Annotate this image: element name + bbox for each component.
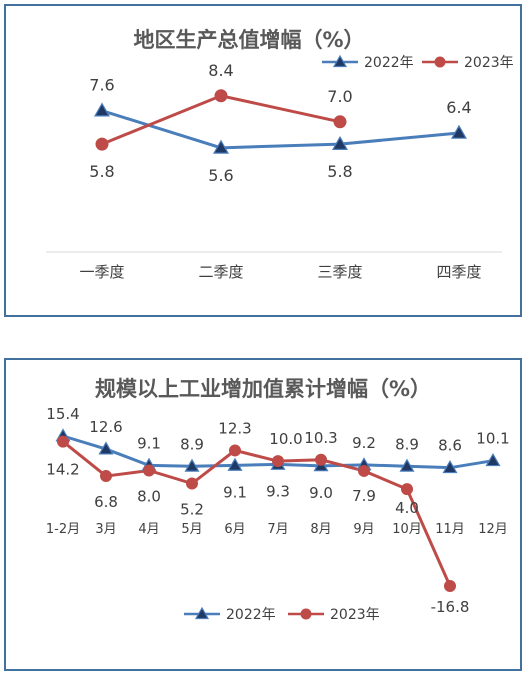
data-point: [333, 115, 347, 129]
data-label: 14.2: [46, 461, 79, 479]
plot-area: 一季度 二季度 三季度 四季度 7.6 5.6 5.8 6.4 5.8 8.4 7.0: [79, 61, 481, 281]
data-point: [272, 455, 284, 468]
chart-legend: 2022年 2023年: [184, 606, 380, 623]
data-label: 7.0: [327, 87, 352, 106]
x-tick-label: 4月: [138, 522, 159, 537]
data-point: [143, 464, 155, 477]
chart-title: 地区生产总值增幅（%）: [133, 28, 364, 52]
data-point: [186, 477, 198, 490]
data-point: [227, 457, 243, 471]
data-point: [93, 102, 111, 117]
data-label: 5.8: [89, 162, 114, 181]
data-label: -16.8: [431, 598, 470, 616]
x-tick-label: 5月: [181, 522, 202, 537]
data-point: [485, 452, 501, 467]
data-label: 9.3: [266, 482, 290, 500]
x-tick-label: 12月: [478, 522, 508, 537]
x-tick-label: 1-2月: [46, 522, 80, 537]
data-label: 9.0: [309, 484, 333, 502]
data-point: [315, 453, 327, 466]
data-label: 12.3: [218, 419, 251, 437]
data-label: 10.3: [304, 429, 337, 447]
legend-marker-0: [332, 54, 348, 68]
x-tick-label: 3月: [95, 522, 116, 537]
industry-growth-chart: 规模以上工业增加值累计增幅（%） 1-2月 3月 4月 5月 6月 7月 8月 9月 10月 11…: [46, 377, 510, 623]
data-label: 7.6: [89, 76, 114, 95]
series-line-1: [62, 440, 452, 587]
data-label: 5.8: [327, 162, 352, 181]
x-tick-label: 二季度: [198, 263, 243, 281]
data-label: 6.4: [446, 98, 471, 117]
data-label: 15.4: [46, 405, 79, 423]
chart-legend: 2022年 2023年: [322, 54, 514, 71]
legend-label-0: 2022年: [364, 55, 414, 71]
data-point: [214, 89, 228, 103]
data-label: 9.1: [137, 434, 161, 452]
x-tick-label: 8月: [310, 522, 331, 537]
data-label: 10.1: [476, 430, 509, 448]
x-tick-label: 7月: [267, 522, 288, 537]
x-tick-label: 一季度: [79, 263, 124, 281]
data-label: 9.1: [223, 483, 247, 501]
legend-label-1: 2023年: [330, 607, 380, 623]
legend-marker-1: [300, 608, 312, 620]
data-point: [331, 135, 349, 150]
chart-panel-gdp: 地区生产总值增幅（%） 2022年 2023年 一季度 二季度 三季度 四季度 7.6 5.…: [4, 4, 522, 317]
data-label: 12.6: [89, 418, 122, 436]
legend-marker-1: [434, 56, 446, 68]
data-label: 8.4: [208, 61, 233, 80]
legend-marker-0: [194, 606, 210, 620]
data-point: [358, 464, 370, 477]
data-point: [401, 483, 413, 496]
data-label: 5.6: [208, 166, 233, 185]
data-point: [95, 137, 109, 151]
data-label: 8.6: [438, 437, 462, 455]
data-point: [229, 444, 241, 457]
data-label: 8.0: [137, 487, 161, 505]
data-point: [450, 124, 468, 139]
data-point: [444, 580, 456, 592]
chart-panel-industry: 规模以上工业增加值累计增幅（%） 1-2月 3月 4月 5月 6月 7月 8月 9月 10月 11…: [4, 358, 522, 671]
x-tick-label: 四季度: [436, 263, 481, 281]
data-point: [57, 435, 69, 448]
plot-area: 1-2月 3月 4月 5月 6月 7月 8月 9月 10月 11月 12月 15.4 12.6 9.1 8.…: [46, 405, 510, 616]
data-label: 9.2: [352, 434, 376, 452]
data-point: [442, 459, 458, 474]
x-tick-label: 11月: [435, 522, 465, 537]
x-tick-label: 三季度: [317, 263, 362, 281]
series-line-1: [101, 94, 341, 146]
legend-label-0: 2022年: [226, 607, 276, 623]
chart-title: 规模以上工业增加值累计增幅（%）: [95, 377, 431, 401]
data-point: [212, 139, 230, 154]
data-label: 5.2: [180, 501, 204, 519]
data-label: 10.0: [269, 430, 302, 448]
series-line-0: [101, 109, 460, 150]
x-tick-label: 6月: [224, 522, 245, 537]
data-label: 8.9: [180, 435, 204, 453]
data-point: [100, 470, 112, 483]
x-tick-label: 10月: [392, 522, 422, 537]
x-tick-label: 9月: [353, 522, 374, 537]
gdp-growth-chart: 地区生产总值增幅（%） 2022年 2023年 一季度 二季度 三季度 四季度 7.6 5.…: [46, 28, 514, 281]
data-label: 7.9: [352, 487, 376, 505]
data-label: 4.0: [395, 499, 419, 517]
data-label: 8.9: [395, 435, 419, 453]
data-label: 6.8: [94, 493, 118, 511]
data-point: [399, 458, 415, 472]
data-point: [98, 441, 114, 455]
legend-label-1: 2023年: [464, 55, 514, 71]
data-point: [184, 458, 200, 472]
